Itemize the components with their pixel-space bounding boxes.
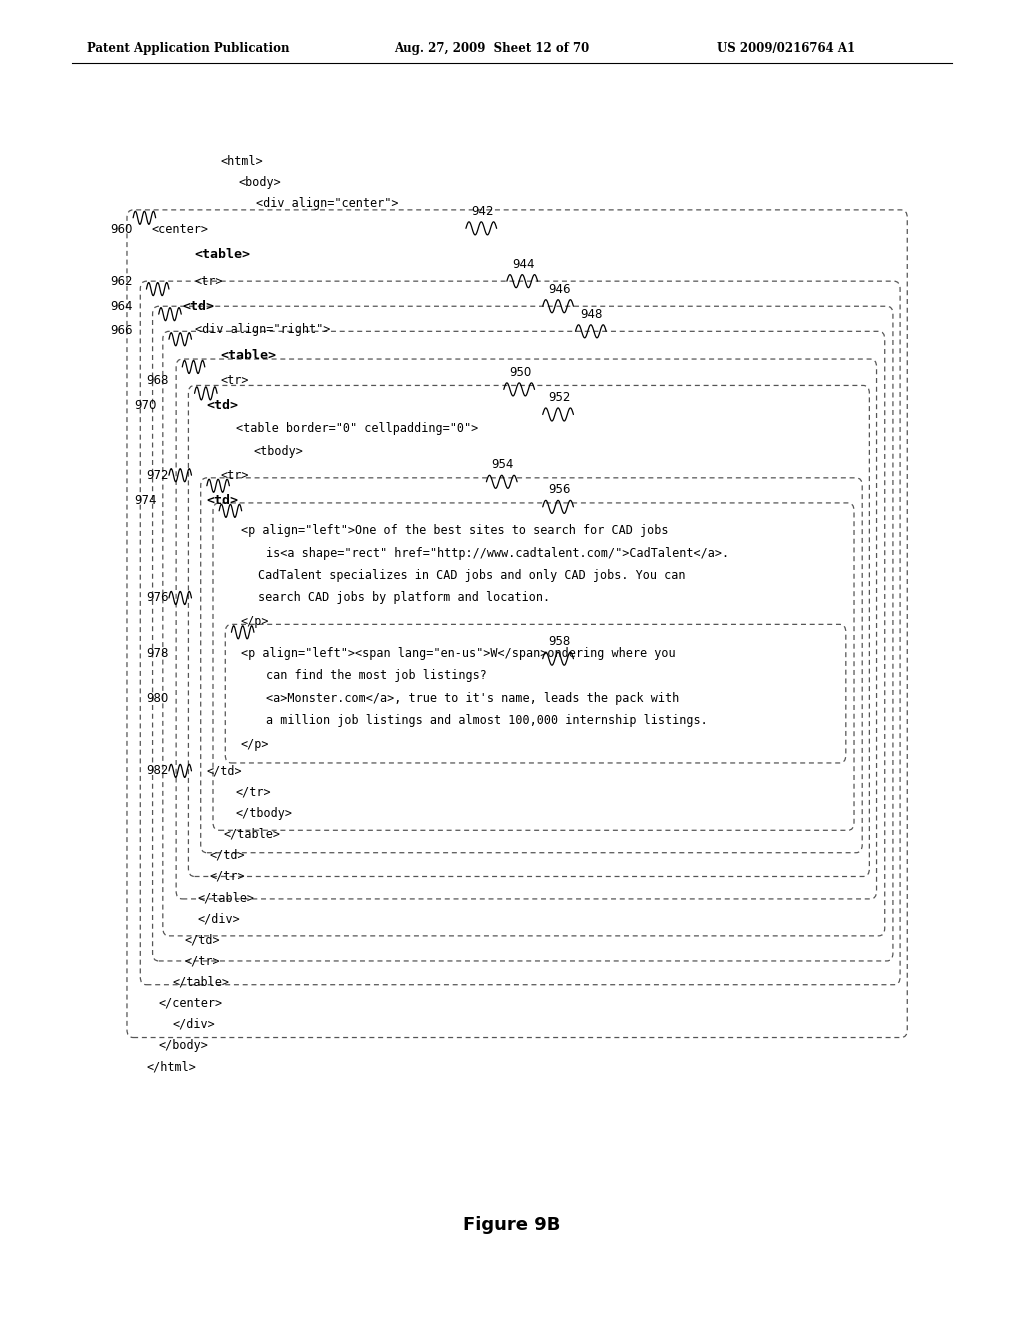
Text: </html>: </html> — [146, 1060, 197, 1073]
Text: 970: 970 — [134, 399, 157, 412]
Text: <p align="left"><span lang="en-us">W</span>ondering where you: <p align="left"><span lang="en-us">W</sp… — [241, 647, 675, 660]
Text: </table>: </table> — [198, 891, 255, 904]
Text: <td>: <td> — [207, 399, 239, 412]
Text: Patent Application Publication: Patent Application Publication — [87, 42, 290, 54]
FancyBboxPatch shape — [127, 210, 907, 1038]
Text: <td>: <td> — [207, 494, 239, 507]
Text: </tr>: </tr> — [236, 785, 271, 799]
Text: 942: 942 — [471, 205, 494, 218]
Text: 960: 960 — [111, 223, 133, 236]
Text: </table>: </table> — [223, 828, 281, 841]
Text: 952: 952 — [548, 391, 570, 404]
FancyBboxPatch shape — [176, 359, 877, 899]
Text: 950: 950 — [509, 366, 531, 379]
Text: CadTalent specializes in CAD jobs and only CAD jobs. You can: CadTalent specializes in CAD jobs and on… — [258, 569, 685, 582]
Text: 962: 962 — [111, 275, 133, 288]
FancyBboxPatch shape — [225, 624, 846, 763]
Text: <table>: <table> — [195, 248, 251, 261]
Text: </table>: </table> — [172, 975, 229, 989]
Text: 974: 974 — [134, 494, 157, 507]
FancyBboxPatch shape — [188, 385, 869, 876]
Text: 966: 966 — [111, 323, 133, 337]
Text: 946: 946 — [548, 282, 570, 296]
Text: </div>: </div> — [198, 912, 241, 925]
Text: <table>: <table> — [220, 348, 276, 362]
Text: 954: 954 — [492, 458, 514, 471]
FancyBboxPatch shape — [213, 503, 854, 830]
Text: 976: 976 — [146, 591, 169, 605]
Text: 944: 944 — [512, 257, 535, 271]
Text: 968: 968 — [146, 374, 169, 387]
Text: 948: 948 — [581, 308, 603, 321]
Text: <body>: <body> — [239, 176, 282, 189]
Text: 956: 956 — [548, 483, 570, 496]
Text: search CAD jobs by platform and location.: search CAD jobs by platform and location… — [258, 591, 550, 605]
Text: </p>: </p> — [241, 738, 269, 751]
Text: </center>: </center> — [159, 997, 223, 1010]
Text: </body>: </body> — [159, 1039, 209, 1052]
Text: <tbody>: <tbody> — [254, 445, 304, 458]
Text: </tr>: </tr> — [184, 954, 220, 968]
FancyBboxPatch shape — [163, 331, 885, 936]
Text: </tbody>: </tbody> — [236, 807, 293, 820]
Text: <p align="left">One of the best sites to search for CAD jobs: <p align="left">One of the best sites to… — [241, 524, 668, 537]
Text: </tr>: </tr> — [210, 870, 246, 883]
Text: <tr>: <tr> — [220, 374, 249, 387]
FancyBboxPatch shape — [201, 478, 862, 853]
Text: <html>: <html> — [220, 154, 263, 168]
Text: Aug. 27, 2009  Sheet 12 of 70: Aug. 27, 2009 Sheet 12 of 70 — [394, 42, 590, 54]
Text: </td>: </td> — [210, 849, 246, 862]
Text: 958: 958 — [548, 635, 570, 648]
Text: can find the most job listings?: can find the most job listings? — [266, 669, 487, 682]
Text: 978: 978 — [146, 647, 169, 660]
Text: </div>: </div> — [172, 1018, 215, 1031]
Text: Figure 9B: Figure 9B — [463, 1216, 561, 1234]
Text: a million job listings and almost 100,000 internship listings.: a million job listings and almost 100,00… — [266, 714, 708, 727]
Text: <tr>: <tr> — [220, 469, 249, 482]
Text: <a>Monster.com</a>, true to it's name, leads the pack with: <a>Monster.com</a>, true to it's name, l… — [266, 692, 680, 705]
Text: 972: 972 — [146, 469, 169, 482]
Text: 964: 964 — [111, 300, 133, 313]
Text: <center>: <center> — [152, 223, 209, 236]
Text: 980: 980 — [146, 692, 169, 705]
Text: </td>: </td> — [207, 764, 243, 777]
FancyBboxPatch shape — [153, 306, 893, 961]
Text: is<a shape="rect" href="http://www.cadtalent.com/">CadTalent</a>.: is<a shape="rect" href="http://www.cadta… — [266, 546, 729, 560]
Text: US 2009/0216764 A1: US 2009/0216764 A1 — [717, 42, 855, 54]
Text: </p>: </p> — [241, 615, 269, 628]
Text: 982: 982 — [146, 764, 169, 777]
Text: <td>: <td> — [182, 300, 214, 313]
Text: </td>: </td> — [184, 933, 220, 946]
Text: <table border="0" cellpadding="0">: <table border="0" cellpadding="0"> — [236, 422, 478, 436]
Text: <div align="right">: <div align="right"> — [195, 323, 330, 337]
Text: <div align="center">: <div align="center"> — [256, 197, 398, 210]
Text: <tr>: <tr> — [195, 275, 223, 288]
FancyBboxPatch shape — [140, 281, 900, 985]
